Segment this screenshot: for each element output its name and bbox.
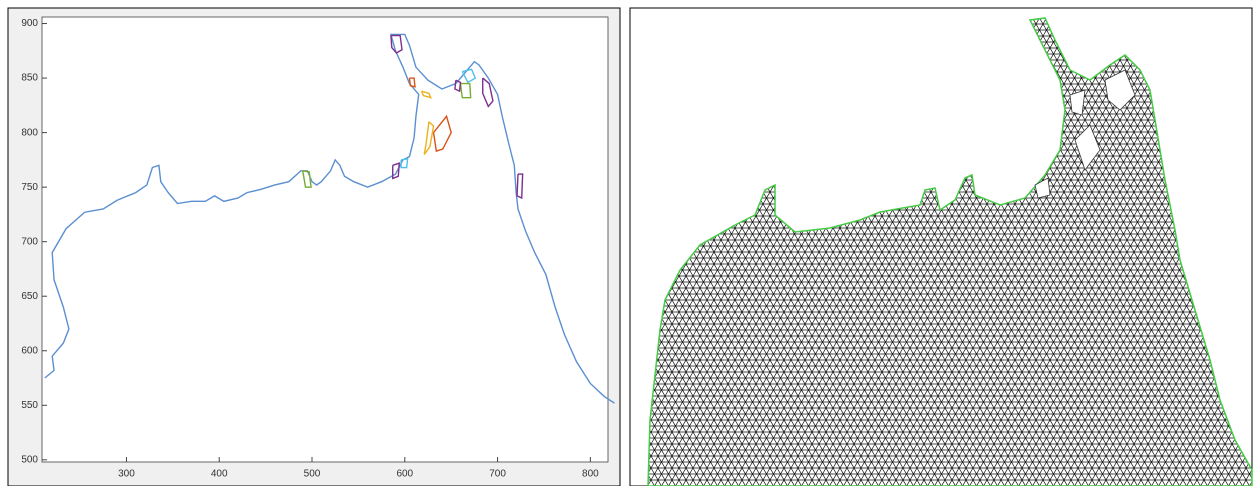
figure: 300 400 500 600 700 800 500 550 600 650 700 750 800 8… [0, 0, 1254, 486]
x-tick-label: 700 [489, 469, 506, 480]
x-tick-label: 600 [396, 469, 413, 480]
y-tick-label: 700 [21, 236, 38, 247]
y-tick-label: 600 [21, 345, 38, 356]
x-tick-label: 300 [118, 469, 135, 480]
y-tick-label: 650 [21, 291, 38, 302]
y-tick-label: 800 [21, 127, 38, 138]
y-tick-label: 900 [21, 18, 38, 29]
y-tick-label: 850 [21, 73, 38, 84]
y-tick-label: 550 [21, 400, 38, 411]
x-tick-label: 400 [211, 469, 228, 480]
y-tick-label: 750 [21, 182, 38, 193]
axes [42, 17, 608, 462]
x-tick-label: 500 [304, 469, 321, 480]
y-tick-label: 500 [21, 454, 38, 465]
x-tick-label: 800 [582, 469, 599, 480]
